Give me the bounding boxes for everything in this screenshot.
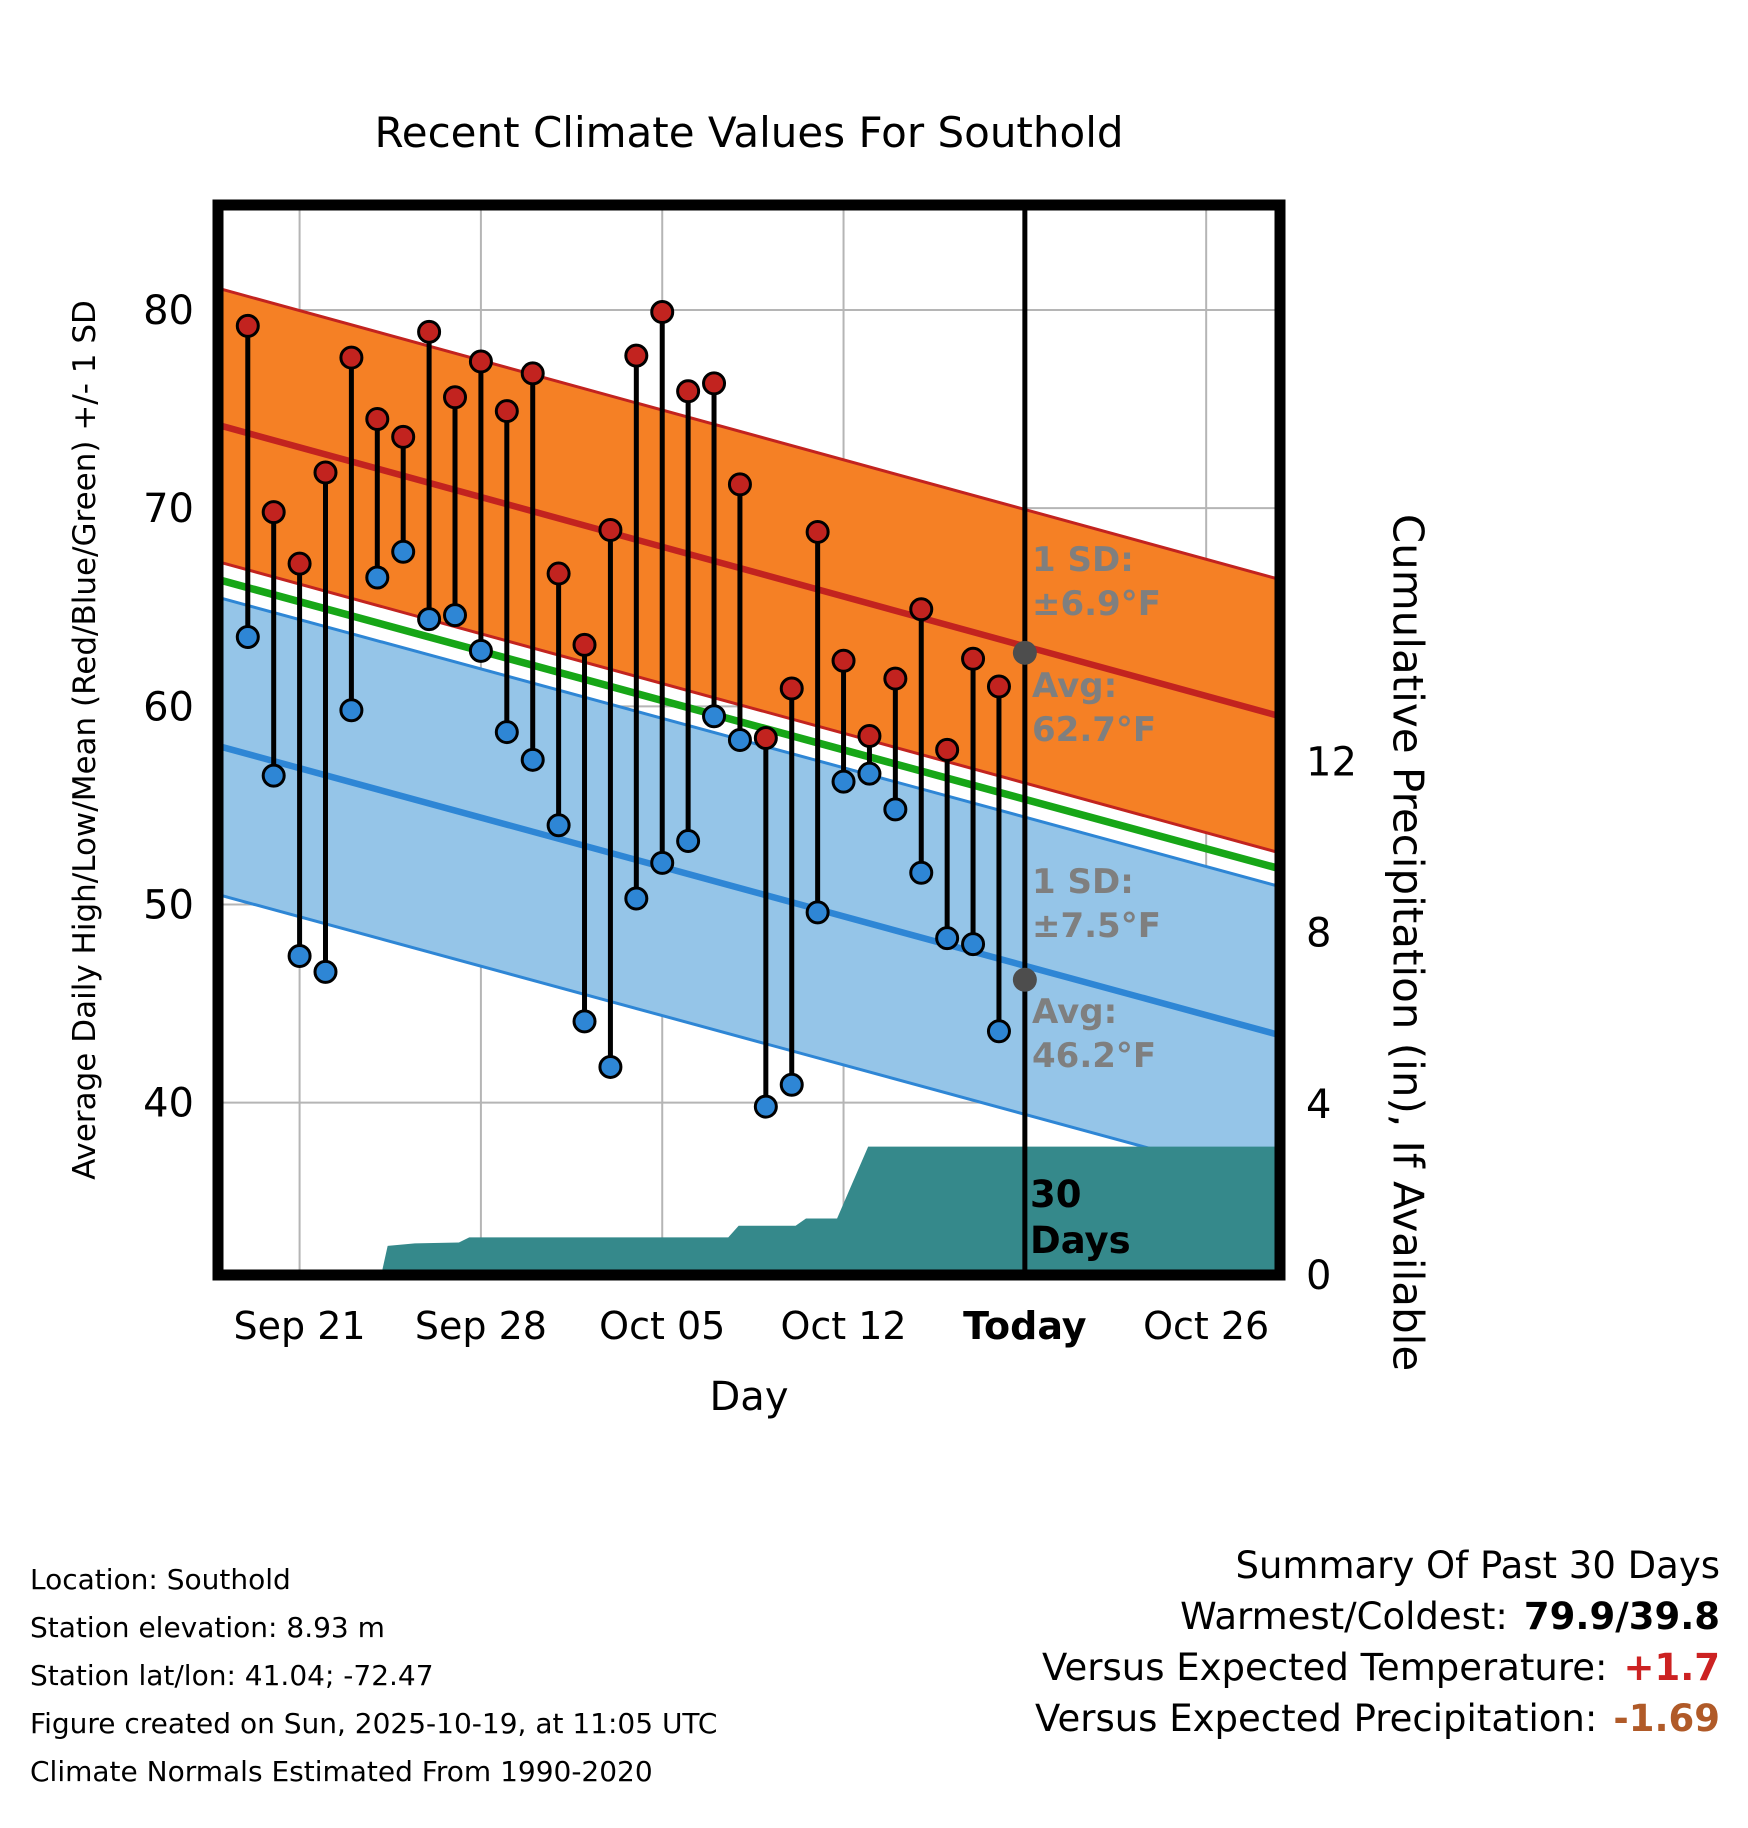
annotation-30-days: 30 Days (1030, 1172, 1131, 1264)
annotation-low-sd: 1 SD: ±7.5°F (1032, 860, 1161, 948)
annotation-low-sd-label: 1 SD: (1032, 862, 1134, 902)
annotation-low-avg-label: Avg: (1032, 992, 1118, 1032)
station-metadata: Location: Southold Station elevation: 8.… (30, 1556, 717, 1796)
svg-text:12: 12 (1306, 739, 1357, 785)
svg-text:4: 4 (1306, 1082, 1331, 1128)
annotation-30-days-line1: 30 (1030, 1173, 1082, 1216)
chart-title: Recent Climate Values For Southold (374, 108, 1124, 157)
metadata-created: Figure created on Sun, 2025-10-19, at 11… (30, 1707, 718, 1740)
metadata-normals: Climate Normals Estimated From 1990-2020 (30, 1755, 653, 1788)
svg-text:70: 70 (143, 486, 194, 532)
annotation-high-sd-value: ±6.9°F (1032, 584, 1161, 624)
summary-panel: Summary Of Past 30 Days Warmest/Coldest:… (1035, 1540, 1720, 1744)
svg-text:Oct 05: Oct 05 (599, 1304, 725, 1348)
svg-text:8: 8 (1306, 911, 1331, 957)
svg-text:Sep 28: Sep 28 (415, 1304, 547, 1348)
svg-text:50: 50 (143, 882, 194, 928)
svg-text:Oct 26: Oct 26 (1143, 1304, 1269, 1348)
annotation-30-days-line2: Days (1030, 1219, 1131, 1262)
annotation-low-sd-value: ±7.5°F (1032, 906, 1161, 946)
summary-vs-precipitation-label: Versus Expected Precipitation: (1035, 1697, 1598, 1740)
summary-warmest-coldest-label: Warmest/Coldest: (1180, 1595, 1508, 1638)
svg-text:40: 40 (143, 1081, 194, 1127)
summary-row-vs-temperature: Versus Expected Temperature: +1.7 (1035, 1642, 1720, 1693)
annotation-low-avg-value: 46.2°F (1032, 1036, 1157, 1076)
annotation-high-avg-label: Avg: (1032, 666, 1118, 706)
summary-vs-precipitation-value: -1.69 (1613, 1697, 1720, 1740)
annotation-low-avg: Avg: 46.2°F (1032, 990, 1156, 1078)
annotation-high-sd-label: 1 SD: (1032, 540, 1134, 580)
climate-chart-canvas: 40 50 60 70 80 0 4 8 12 Sep 21 Sep 28 Oct 05 Oct 12 T… (143, 199, 1357, 1348)
x-axis-label: Day (709, 1374, 789, 1420)
y-axis-label-left: Average Daily High/Low/Mean (Red/Blue/Gr… (67, 300, 103, 1180)
summary-vs-temperature-value: +1.7 (1623, 1646, 1720, 1689)
summary-vs-temperature-label: Versus Expected Temperature: (1042, 1646, 1608, 1689)
metadata-location: Location: Southold (30, 1563, 291, 1596)
annotation-high-sd: 1 SD: ±6.9°F (1032, 538, 1161, 626)
metadata-latlon: Station lat/lon: 41.04; -72.47 (30, 1659, 434, 1692)
svg-text:80: 80 (143, 288, 194, 334)
svg-text:60: 60 (143, 684, 194, 730)
svg-text:Today: Today (963, 1304, 1087, 1348)
summary-row-warmest-coldest: Warmest/Coldest: 79.9/39.8 (1035, 1591, 1720, 1642)
svg-text:Sep 21: Sep 21 (234, 1304, 366, 1348)
summary-row-vs-precipitation: Versus Expected Precipitation: -1.69 (1035, 1693, 1720, 1744)
annotation-high-avg-value: 62.7°F (1032, 710, 1157, 750)
annotation-high-avg: Avg: 62.7°F (1032, 664, 1156, 752)
svg-text:0: 0 (1306, 1253, 1331, 1299)
summary-warmest-coldest-value: 79.9/39.8 (1523, 1595, 1720, 1638)
y-axis-label-right: Cumulative Precipitation (in), If Availa… (1383, 513, 1433, 1372)
svg-text:Oct 12: Oct 12 (780, 1304, 906, 1348)
metadata-elevation: Station elevation: 8.93 m (30, 1611, 385, 1644)
summary-title: Summary Of Past 30 Days (1235, 1544, 1720, 1587)
